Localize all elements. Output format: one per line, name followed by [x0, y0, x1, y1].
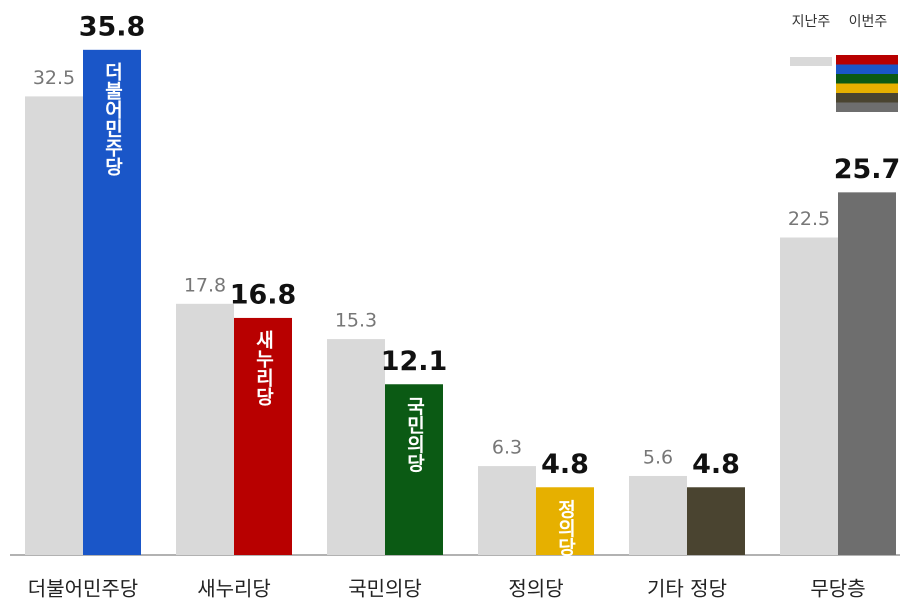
bar: [385, 384, 443, 555]
bar: [478, 466, 536, 555]
bar-logo: 새누리당: [253, 330, 275, 406]
legend-swatch: [790, 57, 832, 66]
bar: [838, 192, 896, 555]
legend-swatch: [836, 83, 898, 93]
x-tick-label: 더불어민주당: [28, 577, 138, 601]
x-tick-label: 정의당: [508, 577, 563, 601]
legend-swatch: [836, 55, 898, 65]
bar: [327, 339, 385, 555]
value-label: 16.8: [230, 279, 297, 310]
bar: [83, 49, 141, 555]
x-tick-label: 국민의당: [348, 577, 422, 601]
value-label: 6.3: [492, 437, 522, 459]
bar: [176, 303, 234, 555]
bar: [687, 487, 745, 555]
legend-swatch: [836, 102, 898, 112]
value-label: 15.3: [335, 310, 377, 332]
legend-label: 지난주: [792, 14, 831, 30]
bar-logo: 정의당: [555, 499, 577, 556]
bar: [234, 317, 292, 555]
bar: [536, 487, 594, 555]
bar-logo: 국민의당: [404, 396, 426, 472]
value-label: 35.8: [79, 11, 146, 42]
value-label: 12.1: [381, 346, 448, 377]
value-label: 5.6: [643, 446, 673, 468]
value-label: 4.8: [692, 449, 740, 480]
value-label: 17.8: [184, 274, 226, 296]
legend-swatch: [836, 64, 898, 74]
bar-logo: 더불어민주당: [102, 62, 124, 176]
value-label: 4.8: [541, 449, 589, 480]
x-tick-label: 기타 정당: [647, 577, 727, 601]
legend-swatch: [836, 74, 898, 84]
bar: [780, 237, 838, 555]
bar: [629, 475, 687, 555]
legend-label: 이번주: [849, 14, 888, 30]
x-tick-label: 새누리당: [197, 577, 271, 601]
value-label: 25.7: [834, 154, 901, 185]
value-label: 32.5: [33, 67, 75, 89]
legend-swatch: [836, 93, 898, 103]
value-label: 22.5: [788, 208, 830, 230]
x-tick-label: 무당층: [810, 577, 865, 601]
bar: [25, 96, 83, 555]
